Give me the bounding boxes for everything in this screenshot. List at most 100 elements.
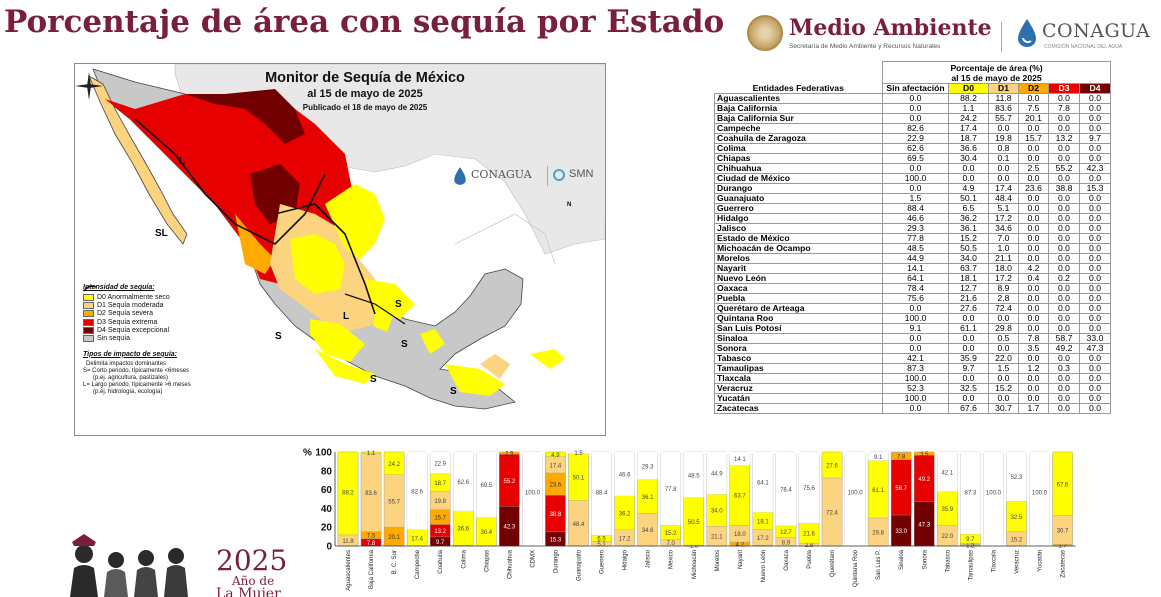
- legend-swatch: [83, 318, 94, 326]
- value-cell: 55.2: [1048, 163, 1080, 174]
- value-cell: 0.0: [1048, 213, 1080, 224]
- logo-divider: [1001, 22, 1002, 52]
- bar-segment: [914, 451, 935, 456]
- value-cell: 18.7: [948, 133, 989, 144]
- value-cell: 42.3: [1078, 163, 1112, 174]
- value-cell: 0.4: [1018, 273, 1049, 284]
- value-cell: 0.0: [1018, 353, 1049, 364]
- value-cell: 0.0: [1048, 223, 1080, 234]
- compass-north-label: N: [567, 202, 572, 208]
- value-cell: 15.2: [988, 383, 1019, 394]
- bar-value-label: 5.1: [597, 542, 606, 548]
- entity-name-cell: Aguascalientes: [714, 93, 883, 104]
- bar-value-label: 18.0: [734, 532, 746, 538]
- table-row: Durango 0.0 4.9 17.4 23.6 38.8 15.3: [714, 183, 1112, 194]
- value-cell: 22.0: [988, 353, 1019, 364]
- bar-value-label: 9.7: [966, 537, 975, 543]
- value-cell: 0.0: [882, 183, 949, 194]
- x-tick-label: Nayarit: [738, 550, 744, 569]
- bar-value-label: 42.1: [941, 470, 953, 476]
- bar-value-label: 7.8: [367, 541, 376, 547]
- bar-segment: [798, 522, 820, 544]
- bar-segment: [937, 452, 958, 492]
- impact-note: L= Largo periodo, típicamente >6 meses: [83, 382, 191, 389]
- entity-name-cell: Quintana Roo: [714, 313, 883, 324]
- value-cell: 0.0: [1048, 383, 1080, 394]
- bar-value-label: 49.2: [918, 477, 930, 483]
- y-tick-label: 60: [321, 485, 333, 496]
- value-cell: 0.0: [882, 303, 949, 314]
- x-tick-label: Baja California: [369, 549, 375, 589]
- x-tick-label: Jalisco: [646, 549, 652, 568]
- bar-value-label: 1.1: [367, 451, 376, 457]
- value-cell: 36.1: [948, 223, 989, 234]
- value-cell: 0.0: [1018, 383, 1049, 394]
- value-cell: 0.0: [948, 173, 989, 184]
- y-tick-label: 100: [315, 448, 332, 459]
- bar-value-label: 55.7: [388, 499, 400, 505]
- value-cell: 100.0: [882, 313, 949, 324]
- col-header-d4: D4: [1078, 83, 1112, 94]
- bar-segment: [637, 452, 658, 480]
- bar-segment: [821, 451, 843, 479]
- value-cell: 9.7: [948, 363, 989, 374]
- water-drop-icon: [1018, 19, 1036, 47]
- value-cell: 100.0: [882, 393, 949, 404]
- drought-map-panel: L L S S S S S SL Monitor de Sequía de Mé…: [74, 63, 606, 436]
- value-cell: 1.1: [948, 103, 989, 114]
- value-cell: 0.5: [988, 333, 1019, 344]
- value-cell: 0.0: [1078, 203, 1112, 214]
- bar-value-label: 19.8: [434, 499, 446, 505]
- value-cell: 32.5: [948, 383, 989, 394]
- value-cell: 0.0: [1078, 283, 1112, 294]
- bar-value-label: 7.8: [897, 455, 906, 461]
- bar-segment: [1052, 451, 1073, 516]
- table-row: Guerrero 88.4 6.5 5.1 0.0 0.0 0.0: [714, 203, 1112, 214]
- legend-swatch: [83, 293, 94, 301]
- x-tick-label: Oaxaca: [784, 549, 790, 570]
- value-cell: 75.6: [882, 293, 949, 304]
- table-row: Veracruz 52.3 32.5 15.2 0.0 0.0 0.0: [714, 383, 1112, 394]
- x-tick-label: Coahuila: [438, 549, 444, 573]
- value-cell: 17.4: [988, 183, 1019, 194]
- value-cell: 12.7: [948, 283, 989, 294]
- y-tick-label: 0: [326, 542, 332, 553]
- value-cell: 0.0: [1018, 253, 1049, 264]
- value-cell: 0.0: [988, 393, 1019, 404]
- value-cell: 36.2: [948, 213, 989, 224]
- bar-segment: [614, 495, 635, 530]
- water-drop-icon: [454, 167, 466, 185]
- table-row: Hidalgo 46.6 36.2 17.2 0.0 0.0 0.0: [714, 213, 1112, 224]
- legend-swatch: [83, 326, 94, 334]
- bar-segment: [775, 452, 796, 526]
- table-row: Tabasco 42.1 35.9 22.0 0.0 0.0 0.0: [714, 353, 1112, 364]
- bar-value-label: 21.6: [803, 532, 815, 538]
- bar-segment: [937, 491, 958, 526]
- value-cell: 49.2: [1048, 343, 1080, 354]
- bar-value-label: 9.7: [436, 540, 445, 546]
- entity-name-cell: Nuevo León: [714, 273, 883, 284]
- col-header-d3: D3: [1048, 83, 1080, 94]
- table-row: Querétaro de Arteaga 0.0 27.6 72.4 0.0 0.0 0.0: [714, 303, 1112, 314]
- bar-value-label: 29.3: [642, 464, 654, 470]
- bar-value-label: 7.5: [367, 534, 376, 540]
- x-tick-label: Querétaro: [830, 549, 836, 577]
- x-tick-label: Veracruz: [1014, 550, 1020, 574]
- bar-value-label: 21.1: [711, 535, 723, 541]
- value-cell: 6.5: [948, 203, 989, 214]
- page-title: Porcentaje de área con sequía por Estado: [4, 4, 725, 40]
- table-row: Estado de México 77.8 15.2 7.0 0.0 0.0 0.0: [714, 233, 1112, 244]
- value-cell: 48.4: [988, 193, 1019, 204]
- bar-segment: [983, 452, 1004, 546]
- entity-name-cell: Yucatán: [714, 393, 883, 404]
- bar-segment: [430, 473, 451, 492]
- bar-value-label: 1.5: [574, 451, 583, 457]
- value-cell: 15.7: [1018, 133, 1049, 144]
- value-cell: 0.0: [1018, 373, 1049, 384]
- value-cell: 0.0: [1048, 243, 1080, 254]
- entity-name-cell: Puebla: [714, 293, 883, 304]
- bar-value-label: 20.1: [388, 535, 400, 541]
- value-cell: 0.0: [882, 333, 949, 344]
- bar-segment: [960, 533, 981, 544]
